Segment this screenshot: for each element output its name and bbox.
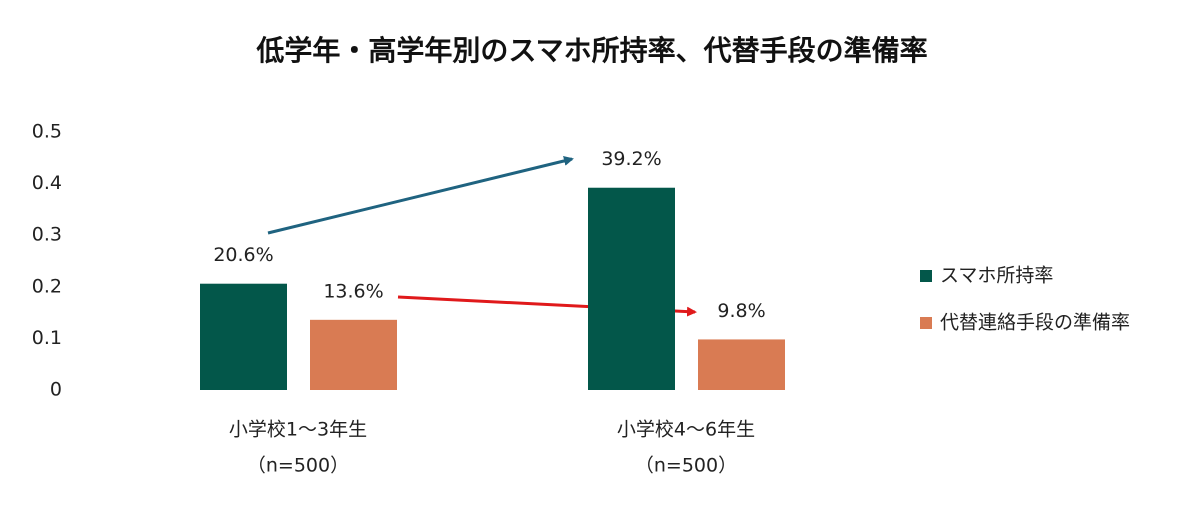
y-tick-label: 0.4 (32, 172, 62, 194)
bar (698, 339, 785, 390)
bar (200, 283, 287, 390)
bar (310, 319, 397, 390)
legend-label: 代替連絡手段の準備率 (940, 312, 1130, 334)
y-tick-label: 0.1 (32, 327, 62, 349)
y-tick-label: 0 (50, 379, 62, 401)
bar (588, 187, 675, 390)
chart-title: 低学年・高学年別のスマホ所持率、代替手段の準備率 (255, 34, 927, 67)
legend-swatch (920, 270, 932, 282)
x-tick-note: （n=500） (635, 455, 737, 477)
x-tick-note: （n=500） (247, 455, 349, 477)
legend-label: スマホ所持率 (940, 265, 1053, 287)
y-tick-label: 0.5 (32, 121, 62, 143)
value-label: 9.8% (717, 300, 765, 322)
trend-arrow (267, 156, 574, 235)
y-tick-label: 0.2 (32, 275, 62, 297)
value-label: 39.2% (601, 148, 661, 170)
value-label: 20.6% (213, 244, 273, 266)
x-tick-label: 小学校4～6年生 (617, 419, 755, 441)
y-tick-label: 0.3 (32, 224, 62, 246)
legend-swatch (920, 317, 932, 329)
value-label: 13.6% (323, 280, 383, 302)
x-tick-label: 小学校1～3年生 (229, 419, 367, 441)
